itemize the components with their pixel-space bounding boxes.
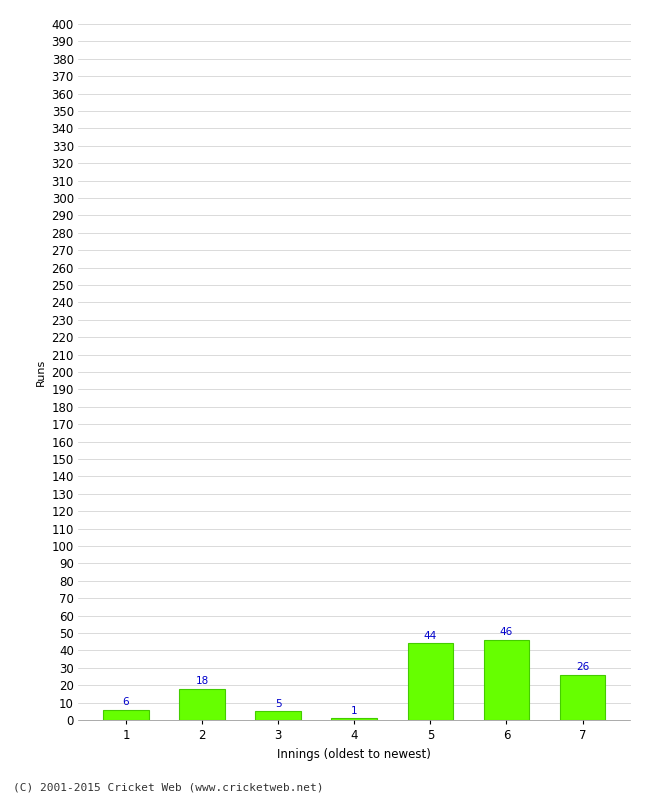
Bar xyxy=(332,718,377,720)
Bar xyxy=(560,674,605,720)
Bar xyxy=(179,689,225,720)
Text: 6: 6 xyxy=(123,697,129,707)
Y-axis label: Runs: Runs xyxy=(36,358,46,386)
Text: 46: 46 xyxy=(500,627,513,638)
Text: 1: 1 xyxy=(351,706,358,716)
Text: 18: 18 xyxy=(196,676,209,686)
Text: 26: 26 xyxy=(576,662,589,672)
X-axis label: Innings (oldest to newest): Innings (oldest to newest) xyxy=(278,747,431,761)
Bar xyxy=(408,643,453,720)
Text: (C) 2001-2015 Cricket Web (www.cricketweb.net): (C) 2001-2015 Cricket Web (www.cricketwe… xyxy=(13,782,324,792)
Text: 44: 44 xyxy=(424,631,437,641)
Text: 5: 5 xyxy=(275,698,281,709)
Bar xyxy=(484,640,529,720)
Bar xyxy=(255,711,301,720)
Bar xyxy=(103,710,149,720)
